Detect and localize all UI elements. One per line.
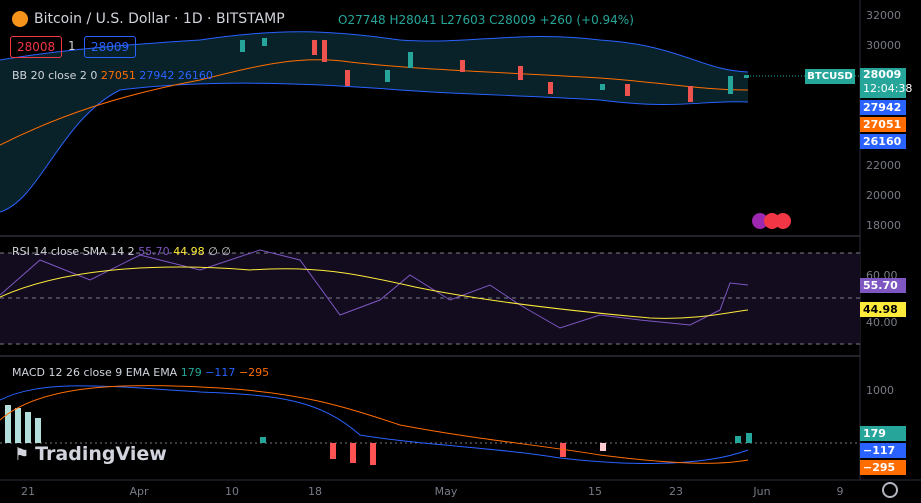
bb-lower: [0, 82, 749, 213]
time-tick: 9: [836, 485, 844, 498]
candles: [240, 38, 749, 102]
histogram-bar: [350, 443, 356, 463]
quantity[interactable]: 1: [68, 39, 76, 53]
time-tick: 10: [225, 485, 239, 498]
settings-button[interactable]: [882, 482, 898, 498]
signal-tag: −295: [860, 460, 906, 475]
rsi-legend: RSI 14 close SMA 14 2 55.70 44.98 ∅ ∅: [12, 245, 231, 258]
candle: [460, 60, 465, 72]
bb-basis: [0, 59, 749, 146]
bb-basis: 27051: [100, 69, 136, 82]
bb-fill: [0, 31, 748, 212]
macd-value: −117: [205, 366, 236, 379]
countdown: 12:04:38: [863, 82, 913, 95]
bb-lower-tag: 26160: [860, 134, 906, 149]
candle: [548, 82, 553, 94]
price-tick: 18000: [866, 219, 901, 232]
rsi-tag: 55.70: [860, 278, 906, 293]
close: C28009: [489, 13, 536, 27]
event-icon: [752, 213, 768, 229]
sell-button[interactable]: 28008: [10, 36, 63, 58]
bb-upper-tag: 27942: [860, 100, 906, 115]
candle: [385, 70, 390, 82]
macd-histogram: [5, 405, 752, 465]
histogram-bar: [370, 443, 376, 465]
bb-upper: 27942: [139, 69, 175, 82]
last-price: 28009: [863, 68, 902, 81]
buy-button[interactable]: 28009: [84, 36, 137, 58]
bb-lower: 26160: [177, 69, 213, 82]
rsi-sma-tag: 44.98: [860, 302, 906, 317]
event-icon: [775, 213, 791, 229]
rsi-sma: [0, 266, 749, 319]
signal-line: [0, 385, 749, 464]
histogram-bar: [25, 412, 31, 443]
price-tick: 20000: [866, 189, 901, 202]
histogram-bar: [5, 405, 11, 443]
bb-legend: BB 20 close 2 0 27051 27942 26160: [12, 69, 213, 82]
brand-logo[interactable]: ⚑ TradingView: [14, 443, 167, 465]
time-tick: 18: [308, 485, 322, 498]
histogram-bar: [746, 433, 752, 443]
candle: [322, 40, 327, 62]
macd-label: MACD 12 26 close 9 EMA EMA: [12, 366, 178, 379]
candle: [345, 70, 350, 86]
candle: [312, 40, 317, 55]
rsi-extra: ∅: [208, 245, 218, 258]
price-tick: 32000: [866, 9, 901, 22]
histogram-bar: [735, 436, 741, 443]
bb-upper: [0, 31, 749, 73]
macd-hist-tag: 179: [860, 426, 906, 441]
change: +260 (+0.94%): [539, 13, 634, 27]
histogram-bar: [330, 443, 336, 459]
candle: [728, 76, 733, 94]
time-tick: Apr: [129, 485, 149, 498]
event-icon: [764, 213, 780, 229]
price-tick: 22000: [866, 159, 901, 172]
rsi-line: [0, 249, 749, 329]
bb-label: BB 20 close 2 0: [12, 69, 98, 82]
macd-legend: MACD 12 26 close 9 EMA EMA 179 −117 −295: [12, 366, 269, 379]
bb-basis-tag: 27051: [860, 117, 906, 132]
candle: [240, 40, 245, 52]
macd-tag: −117: [860, 443, 906, 458]
candle: [744, 75, 749, 78]
candle: [688, 86, 693, 102]
time-tick: 23: [669, 485, 683, 498]
time-tick: 15: [588, 485, 602, 498]
macd-tick: 1000: [866, 384, 894, 397]
time-tick: 21: [21, 485, 35, 498]
rsi-value: 55.70: [138, 245, 170, 258]
candle: [408, 52, 413, 68]
candle: [600, 84, 605, 90]
histogram-bar: [560, 443, 566, 457]
coin-icon: [12, 11, 28, 27]
ohlc: O27748 H28041 L27603 C28009 +260 (+0.94%…: [338, 13, 634, 27]
histogram-bar: [260, 437, 266, 443]
candle: [625, 84, 630, 96]
time-tick: Jun: [753, 485, 771, 498]
brand-name: TradingView: [35, 443, 167, 465]
rsi-label: RSI 14 close SMA 14 2: [12, 245, 135, 258]
macd-hist: 179: [180, 366, 202, 379]
histogram-bar: [35, 418, 41, 443]
time-tick: May: [434, 485, 458, 498]
open: O27748: [338, 13, 386, 27]
price-tick: 30000: [866, 39, 901, 52]
low: L27603: [440, 13, 486, 27]
candle: [262, 38, 267, 46]
rsi-sma: 44.98: [173, 245, 205, 258]
rsi-extra: ∅: [221, 245, 231, 258]
histogram-bar: [15, 408, 21, 443]
high: H28041: [389, 13, 437, 27]
symbol-title: Bitcoin / U.S. Dollar · 1D · BITSTAMP: [34, 11, 285, 27]
macd-signal: −295: [238, 366, 270, 379]
histogram-bar: [600, 443, 606, 451]
last-price-tag: 28009 12:04:38: [860, 68, 913, 98]
candle: [518, 66, 523, 80]
rsi-tick: 40.00: [866, 316, 898, 329]
symbol-tag: BTCUSD: [805, 69, 855, 84]
